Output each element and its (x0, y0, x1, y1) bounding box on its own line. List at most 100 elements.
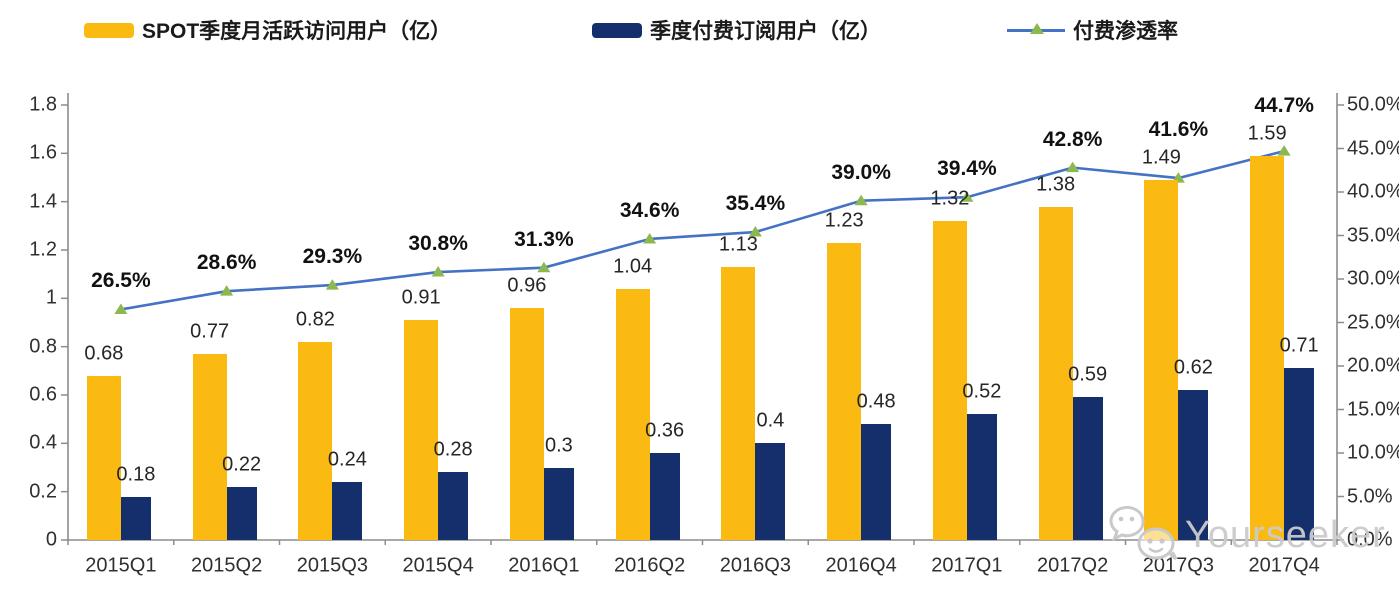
watermark: Yourseeker (1108, 506, 1386, 564)
subscribers-value-label: 0.52 (962, 380, 1002, 403)
legend-item-mau: SPOT季度月活跃访问用户（亿） (84, 16, 451, 44)
mau-bar (192, 353, 227, 540)
mau-legend-swatch (84, 22, 134, 38)
x-axis-tick-label: 2017Q3 (1142, 554, 1214, 577)
subscribers-value-label: 0.4 (756, 409, 785, 432)
left-axis-tick-label: 1.6 (29, 141, 57, 164)
penetration-marker-triangle (643, 232, 657, 244)
legend-triangle-icon (1030, 23, 1044, 34)
x-axis-tick-label: 2016Q3 (719, 554, 791, 577)
x-axis-tick-label: 2015Q1 (85, 554, 157, 577)
mau-bar (615, 288, 650, 540)
right-axis-tick-label: 0.0% (1347, 528, 1393, 551)
x-axis-tick-label: 2017Q1 (931, 554, 1003, 577)
subscribers-value-label: 0.48 (856, 390, 896, 413)
subscribers-value-label: 0.3 (544, 434, 573, 456)
subscribers-bar (966, 414, 997, 540)
left-axis-tick-label: 0 (45, 528, 57, 551)
left-axis-tick-label: 1.2 (29, 238, 57, 261)
right-axis-tick-label: 15.0% (1347, 398, 1399, 420)
mau-value-label: 0.96 (507, 274, 547, 297)
penetration-marker-triangle (220, 285, 234, 296)
subscribers-bar (861, 424, 892, 540)
penetration-label: 31.3% (514, 227, 574, 251)
penetration-marker-triangle (960, 191, 974, 202)
mau-bar (1250, 155, 1285, 540)
right-axis-tick-label: 5.0% (1347, 485, 1393, 507)
mau-bar (1038, 206, 1073, 540)
x-axis-tick-label: 2016Q2 (614, 554, 686, 577)
penetration-marker-triangle (1066, 161, 1080, 173)
x-axis-tick-label: 2015Q3 (296, 554, 368, 577)
mau-value-label: 0.82 (295, 308, 335, 331)
penetration-label: 39.4% (937, 157, 997, 181)
right-axis-tick-label: 50.0% (1347, 93, 1399, 116)
right-axis-tick-label: 20.0% (1347, 354, 1399, 377)
subscribers-bar (649, 453, 680, 540)
right-axis-tick-label: 25.0% (1347, 311, 1399, 333)
mau-bar (86, 375, 121, 540)
penetration-label: 35.4% (725, 192, 786, 216)
subscribers-value-label: 0.28 (433, 438, 473, 461)
subscribers-legend-label: 季度付费订阅用户（亿） (650, 20, 881, 43)
legend-item-penetration: 付费渗透率 (1007, 16, 1178, 44)
left-axis-tick-label: 1.8 (29, 93, 57, 116)
subscribers-bar (438, 472, 469, 540)
mau-value-label: 1.04 (613, 255, 653, 278)
penetration-label: 34.6% (619, 198, 680, 222)
x-axis-tick-label: 2016Q1 (508, 554, 580, 577)
mau-value-label: 0.77 (190, 320, 230, 343)
subscribers-value-label: 0.36 (645, 419, 685, 442)
right-axis-tick-label: 40.0% (1347, 180, 1399, 203)
subscribers-bar (120, 496, 151, 540)
penetration-label: 28.6% (196, 251, 257, 275)
mau-legend-label: SPOT季度月活跃访问用户（亿） (142, 20, 452, 43)
penetration-legend-label: 付费渗透率 (1073, 20, 1178, 43)
mau-value-label: 0.91 (401, 286, 441, 309)
subscribers-bar (755, 443, 786, 540)
left-axis-tick-label: 1 (45, 286, 57, 309)
subscribers-bar (1178, 390, 1209, 540)
mau-bar (404, 320, 439, 540)
wechat-icon (1109, 506, 1178, 561)
penetration-label: 26.5% (91, 269, 151, 293)
mau-bar (932, 221, 967, 540)
mau-value-label: 1.49 (1141, 146, 1181, 169)
subscribers-value-label: 0.22 (222, 453, 262, 476)
right-axis-tick-label: 45.0% (1347, 137, 1399, 159)
penetration-legend-marker (1007, 22, 1065, 38)
penetration-label: 29.3% (302, 245, 363, 269)
legend-item-subscribers: 季度付费订阅用户（亿） (592, 16, 881, 44)
subscribers-value-label: 0.18 (116, 463, 156, 485)
right-axis-tick-label: 10.0% (1347, 441, 1399, 464)
mau-value-label: 1.38 (1036, 173, 1076, 195)
mau-bar (1144, 179, 1179, 540)
subscribers-bar (543, 467, 574, 540)
mau-value-label: 1.23 (824, 209, 864, 232)
penetration-marker-triangle (537, 261, 551, 273)
penetration-label: 39.0% (831, 160, 891, 184)
mau-bar (298, 341, 333, 540)
left-axis-tick-label: 0.8 (29, 335, 57, 358)
x-axis-tick-label: 2015Q2 (191, 554, 263, 577)
subscribers-value-label: 0.71 (1279, 334, 1319, 357)
left-axis-tick-label: 0.4 (29, 431, 57, 454)
x-axis-tick-label: 2017Q2 (1037, 554, 1109, 577)
subscribers-legend-swatch (592, 22, 642, 38)
x-axis-tick-label: 2015Q4 (402, 554, 474, 577)
watermark-text: Yourseeker (1185, 513, 1386, 556)
mau-bar (509, 308, 544, 540)
subscribers-value-label: 0.59 (1068, 363, 1108, 386)
mau-value-label: 1.59 (1247, 122, 1287, 145)
penetration-marker-triangle (748, 226, 762, 237)
x-axis-tick-label: 2016Q4 (825, 554, 897, 577)
mau-value-label: 1.13 (718, 233, 758, 256)
right-axis-tick-label: 30.0% (1347, 267, 1399, 290)
penetration-label: 42.8% (1042, 127, 1103, 151)
penetration-label: 44.7% (1254, 93, 1314, 117)
subscribers-bar (1072, 397, 1103, 540)
x-axis-tick-label: 2017Q4 (1248, 554, 1320, 577)
